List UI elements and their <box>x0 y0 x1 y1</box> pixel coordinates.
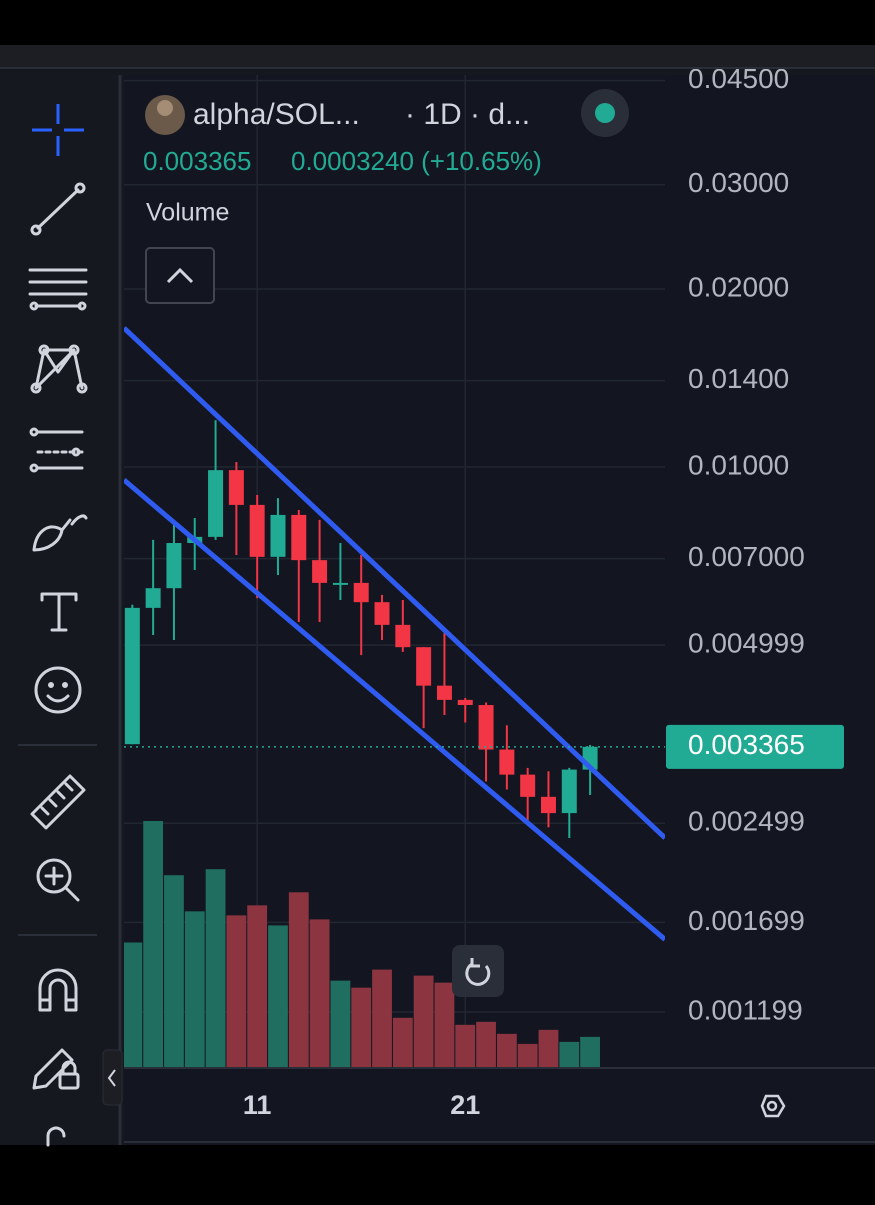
trendline-tool[interactable] <box>30 182 86 236</box>
candle-body <box>520 774 536 797</box>
volume-bar <box>268 925 288 1068</box>
candle-body <box>457 699 473 706</box>
volume-bar <box>538 1029 559 1068</box>
volume-bar <box>288 892 309 1068</box>
volume-bar <box>413 975 434 1068</box>
chart-title: alpha/SOL... <box>193 98 360 131</box>
volume-bar <box>372 969 392 1068</box>
volume-bar <box>226 915 247 1068</box>
hidden-tool[interactable] <box>46 1126 66 1147</box>
toolbar <box>18 104 123 1147</box>
volume-bar <box>205 869 226 1068</box>
volume-bar <box>580 1036 600 1068</box>
candle-body <box>291 514 307 561</box>
last-price-box <box>666 724 844 769</box>
fib-tool[interactable] <box>28 268 88 311</box>
candle-body <box>478 705 494 750</box>
text-tool[interactable] <box>40 592 78 632</box>
volume-bar <box>247 905 268 1068</box>
candle-body <box>540 796 556 814</box>
prediction-tool[interactable] <box>29 427 84 473</box>
collapse-legend-button[interactable] <box>145 247 215 304</box>
last-price-label: 0.003365 <box>688 729 805 760</box>
candle-body <box>561 769 577 814</box>
volume-bar <box>124 942 143 1068</box>
brush-tool[interactable] <box>32 514 88 552</box>
volume-bar <box>330 980 351 1068</box>
y-tick-label: 0.02000 <box>688 271 789 302</box>
y-tick-label: 0.004999 <box>688 628 805 659</box>
volume-bar <box>309 919 330 1068</box>
y-tick-label: 0.01400 <box>688 363 789 394</box>
volume-bar <box>184 911 205 1068</box>
candle-body <box>124 607 140 745</box>
y-tick-label: 0.03000 <box>688 167 789 198</box>
volume-bar <box>351 987 372 1068</box>
volume-bar <box>496 1033 517 1068</box>
candle-body <box>499 749 515 775</box>
y-tick-label: 0.001699 <box>688 905 805 936</box>
price-change: 0.0003240 (+10.65%) <box>291 146 542 176</box>
candle-body <box>436 685 452 700</box>
volume-bar <box>455 1024 476 1068</box>
candle-body <box>416 647 432 686</box>
top-bar <box>0 45 875 68</box>
trendline <box>124 326 665 840</box>
emoji-tool[interactable] <box>34 666 82 714</box>
y-tick-label: 0.007000 <box>688 541 805 572</box>
symbol-avatar-detail <box>157 100 173 116</box>
candle-body <box>374 602 390 625</box>
chart-subtitle: · 1D · d... <box>405 98 530 131</box>
toolbar-collapse[interactable] <box>102 1049 123 1106</box>
candle-body <box>395 624 411 648</box>
volume-bar <box>559 1041 580 1068</box>
candle-body <box>228 470 244 505</box>
lock-drawings-tool[interactable] <box>32 1048 80 1090</box>
settings-button[interactable] <box>760 1094 786 1118</box>
crosshair-tool[interactable] <box>32 104 84 156</box>
candle-body <box>208 470 224 537</box>
volume-bar <box>476 1021 496 1068</box>
x-tick-label: 21 <box>450 1090 480 1120</box>
candle-body <box>145 588 161 608</box>
candle-body <box>249 504 265 557</box>
zoom-tool[interactable] <box>36 858 80 902</box>
volume-bar <box>434 982 455 1068</box>
candle-body <box>353 582 369 603</box>
candle-body <box>270 514 286 557</box>
last-price: 0.003365 <box>143 146 251 176</box>
status-dot <box>595 103 615 123</box>
volume-bar <box>392 1017 413 1068</box>
volume-bar <box>164 875 184 1068</box>
volume-bar <box>143 821 164 1068</box>
ruler-tool[interactable] <box>30 774 86 830</box>
pattern-tool[interactable] <box>30 344 88 394</box>
legend: alpha/SOL... · 1D · d... 0.003365 0.0003… <box>143 89 629 304</box>
trendline <box>124 478 665 942</box>
reset-button[interactable] <box>452 945 504 997</box>
candle-body <box>332 582 348 585</box>
x-tick-label: 11 <box>243 1090 272 1120</box>
magnet-tool[interactable] <box>38 968 78 1012</box>
y-tick-label: 0.001199 <box>688 994 803 1025</box>
volume-label: Volume <box>146 199 229 227</box>
candle-body <box>166 543 182 589</box>
volume-bar <box>517 1043 538 1068</box>
y-tick-label: 0.01000 <box>688 449 789 480</box>
candle-body <box>312 560 328 583</box>
y-tick-label: 0.002499 <box>688 806 805 837</box>
